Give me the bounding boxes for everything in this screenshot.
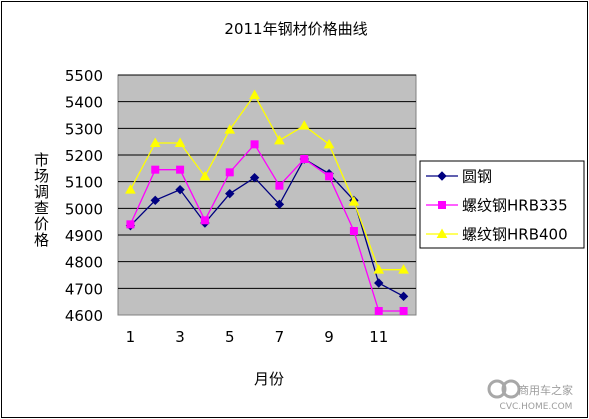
data-point [274,134,285,145]
data-point [348,196,360,206]
x-tick-label: 3 [175,328,185,346]
data-point [249,89,260,99]
y-tick-label: 4900 [65,227,103,245]
legend-label: 圆钢 [462,168,492,186]
data-point [174,137,186,147]
data-point [200,216,209,225]
watermark-brand-text: 商用车之家 [518,383,573,397]
x-axis-tick-labels: 1 3 5 7 9 11 [126,328,389,346]
data-point [250,140,259,149]
data-point [274,199,285,210]
legend-label: 螺纹钢HRB335 [462,197,568,215]
data-point [374,307,383,315]
y-tick-label: 5300 [65,120,103,138]
series-layer [125,89,409,315]
data-point [275,181,284,190]
x-tick-label: 11 [369,328,388,346]
watermark-logo-icon [487,379,521,399]
data-point [225,188,235,199]
legend-entry: 螺纹钢HRB335 [426,197,568,215]
data-point [175,184,185,195]
data-point [323,138,335,149]
data-point [300,155,309,163]
legend-entry: 螺纹钢HRB400 [426,226,568,244]
plot-area [117,74,417,316]
x-tick-label: 1 [126,328,136,346]
data-point [176,165,185,174]
legend-entry: 圆钢 [426,168,492,186]
y-tick-label: 4600 [65,307,103,325]
series-line [129,143,404,312]
data-point [225,168,234,177]
chart-title: 2011年钢材价格曲线 [224,20,367,38]
y-tick-label: 5500 [65,67,103,85]
data-point [398,264,409,274]
series-2 [126,140,408,315]
data-point [349,227,358,235]
series-line [129,93,404,271]
y-tick-label: 5100 [65,174,103,192]
data-point [199,170,211,181]
y-axis-label: 市场调查价格 [32,152,50,248]
data-point [224,124,236,134]
series-3 [125,89,409,274]
data-point [126,220,135,229]
x-tick-label: 9 [324,328,334,346]
data-point [150,195,160,206]
data-point [325,172,334,181]
x-tick-label: 7 [275,328,285,346]
data-point [249,172,260,183]
data-point [151,165,160,174]
legend-marker [436,228,448,238]
data-point [125,184,136,194]
x-tick-label: 5 [225,328,235,346]
watermark-url-text: CVC.HOME.COM [500,402,573,412]
y-tick-label: 5200 [65,147,103,165]
data-point [373,264,385,274]
data-point [398,291,409,302]
x-axis-label: 月份 [254,370,284,388]
y-tick-label: 4700 [65,280,103,298]
y-tick-label: 5400 [65,94,103,112]
legend-label: 螺纹钢HRB400 [462,226,568,244]
data-point [374,278,384,288]
legend-marker [437,171,447,181]
data-point [149,137,161,147]
gridlines [118,74,416,289]
legend-marker [438,201,446,209]
y-axis-tick-labels: 4600 4700 4800 4900 5000 5100 5200 5300 5400 5500 [65,67,103,325]
y-tick-label: 5000 [65,200,103,218]
watermark: 商用车之家 CVC.HOME.COM [487,379,573,412]
y-tick-label: 4800 [65,254,103,272]
data-point [399,307,408,315]
data-point [298,120,310,130]
